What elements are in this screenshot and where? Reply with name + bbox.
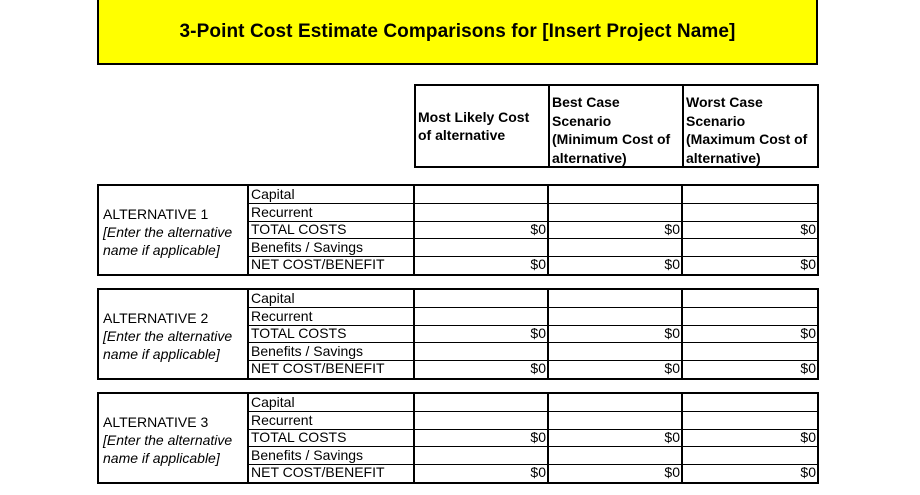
worst-case-cell[interactable]: $0: [800, 256, 816, 273]
worst-case-cell[interactable]: $0: [800, 429, 816, 446]
alternative-note: [Enter the alternative name if applicabl…: [103, 224, 233, 258]
worst-case-cell[interactable]: [683, 239, 817, 257]
best-case-cell[interactable]: $0: [549, 256, 683, 275]
table-row: Benefits / Savings: [249, 446, 817, 465]
alternative-note: [Enter the alternative name if applicabl…: [103, 432, 233, 466]
most-likely-cell[interactable]: [415, 290, 549, 308]
row-label: NET COST/BENEFIT: [249, 360, 415, 379]
title-banner: 3-Point Cost Estimate Comparisons for [I…: [97, 0, 818, 65]
most-likely-cell[interactable]: [415, 394, 549, 412]
cost-grid: Capital Recurrent TOTAL COSTS $0 $0 $0 Benefit…: [247, 184, 819, 276]
worst-case-cell[interactable]: [683, 308, 817, 326]
best-case-cell[interactable]: [549, 238, 683, 257]
row-label: Benefits / Savings: [249, 238, 415, 257]
row-label: TOTAL COSTS: [249, 429, 415, 448]
column-header-worst-case: Worst Case Scenario (Maximum Cost of alt…: [682, 84, 819, 168]
row-label: Benefits / Savings: [249, 342, 415, 361]
best-case-cell[interactable]: $0: [549, 464, 683, 483]
best-case-cell[interactable]: [549, 342, 683, 361]
page-title: 3-Point Cost Estimate Comparisons for [I…: [179, 20, 736, 42]
worst-case-cell[interactable]: [683, 290, 817, 308]
column-header-most-likely-text: Most Likely Cost of alternative: [418, 108, 530, 144]
alternative-note: [Enter the alternative name if applicabl…: [103, 328, 233, 362]
table-row: NET COST/BENEFIT $0 $0 $0: [249, 256, 817, 275]
table-row: TOTAL COSTS $0 $0 $0: [249, 325, 817, 344]
most-likely-cell[interactable]: $0: [415, 464, 549, 483]
most-likely-cell[interactable]: [415, 446, 549, 465]
table-row: Recurrent: [249, 411, 817, 430]
row-label: Benefits / Savings: [249, 446, 415, 465]
most-likely-cell[interactable]: $0: [415, 429, 549, 448]
alternative-name: ALTERNATIVE 3: [103, 414, 209, 430]
worst-case-cell[interactable]: $0: [800, 221, 816, 238]
row-label: Recurrent: [249, 411, 415, 430]
most-likely-cell[interactable]: [415, 307, 549, 326]
best-case-cell[interactable]: $0: [549, 360, 683, 379]
table-row: Recurrent: [249, 307, 817, 326]
row-label: Recurrent: [249, 203, 415, 222]
most-likely-cell[interactable]: $0: [415, 325, 549, 344]
worst-case-cell[interactable]: $0: [800, 360, 816, 377]
alternative-block: ALTERNATIVE 2 [Enter the alternative name…: [97, 288, 819, 380]
worst-case-cell[interactable]: [683, 186, 817, 204]
worst-case-cell[interactable]: $0: [800, 464, 816, 481]
most-likely-cell[interactable]: [415, 186, 549, 204]
best-case-cell[interactable]: [549, 186, 683, 204]
cost-grid: Capital Recurrent TOTAL COSTS $0 $0 $0 Benefit…: [247, 288, 819, 380]
table-row: Recurrent: [249, 203, 817, 222]
alternative-block: ALTERNATIVE 3 [Enter the alternative name…: [97, 392, 819, 484]
row-label: Capital: [249, 290, 415, 308]
alternative-block: ALTERNATIVE 1 [Enter the alternative name…: [97, 184, 819, 276]
worst-case-cell[interactable]: [683, 412, 817, 430]
table-row: Capital: [249, 290, 817, 308]
best-case-cell[interactable]: [549, 290, 683, 308]
most-likely-cell[interactable]: $0: [415, 221, 549, 240]
table-row: NET COST/BENEFIT $0 $0 $0: [249, 464, 817, 483]
best-case-cell[interactable]: [549, 446, 683, 465]
best-case-cell[interactable]: [549, 394, 683, 412]
table-row: Benefits / Savings: [249, 342, 817, 361]
worst-case-cell[interactable]: [683, 447, 817, 465]
row-label: TOTAL COSTS: [249, 221, 415, 240]
table-row: TOTAL COSTS $0 $0 $0: [249, 221, 817, 240]
worst-case-cell[interactable]: [683, 204, 817, 222]
worst-case-cell[interactable]: [683, 343, 817, 361]
row-label: Capital: [249, 394, 415, 412]
most-likely-cell[interactable]: $0: [415, 256, 549, 275]
most-likely-cell[interactable]: [415, 238, 549, 257]
alternative-label: ALTERNATIVE 2 [Enter the alternative name…: [97, 288, 249, 380]
best-case-cell[interactable]: $0: [549, 429, 683, 448]
alternative-label: ALTERNATIVE 3 [Enter the alternative name…: [97, 392, 249, 484]
most-likely-cell[interactable]: $0: [415, 360, 549, 379]
table-row: NET COST/BENEFIT $0 $0 $0: [249, 360, 817, 379]
table-row: TOTAL COSTS $0 $0 $0: [249, 429, 817, 448]
alternative-name: ALTERNATIVE 2: [103, 310, 209, 326]
table-row: Capital: [249, 186, 817, 204]
column-header-best-case: Best Case Scenario (Minimum Cost of alte…: [548, 84, 683, 168]
best-case-cell[interactable]: [549, 307, 683, 326]
column-header-most-likely: Most Likely Cost of alternative: [414, 84, 549, 168]
cost-grid: Capital Recurrent TOTAL COSTS $0 $0 $0 Benefit…: [247, 392, 819, 484]
row-label: TOTAL COSTS: [249, 325, 415, 344]
table-row: Benefits / Savings: [249, 238, 817, 257]
worst-case-cell[interactable]: $0: [800, 325, 816, 342]
row-label: NET COST/BENEFIT: [249, 256, 415, 275]
most-likely-cell[interactable]: [415, 411, 549, 430]
best-case-cell[interactable]: [549, 411, 683, 430]
worst-case-cell[interactable]: [683, 394, 817, 412]
row-label: Recurrent: [249, 307, 415, 326]
alternative-name: ALTERNATIVE 1: [103, 206, 209, 222]
best-case-cell[interactable]: $0: [549, 221, 683, 240]
alternative-label: ALTERNATIVE 1 [Enter the alternative name…: [97, 184, 249, 276]
best-case-cell[interactable]: [549, 203, 683, 222]
best-case-cell[interactable]: $0: [549, 325, 683, 344]
row-label: NET COST/BENEFIT: [249, 464, 415, 483]
most-likely-cell[interactable]: [415, 342, 549, 361]
row-label: Capital: [249, 186, 415, 204]
table-row: Capital: [249, 394, 817, 412]
most-likely-cell[interactable]: [415, 203, 549, 222]
